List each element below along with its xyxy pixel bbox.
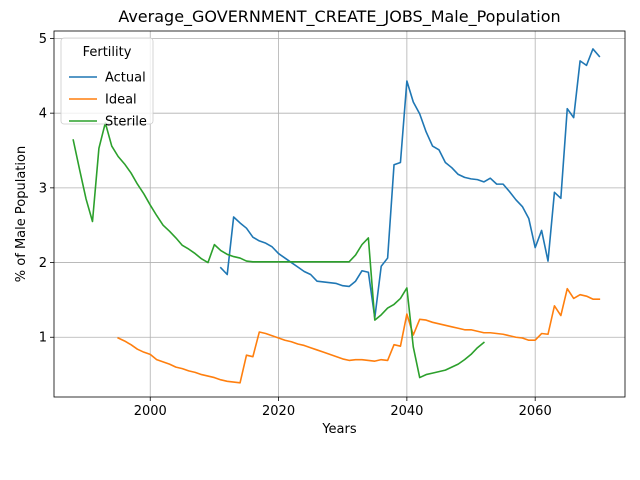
legend-label-ideal: Ideal	[105, 93, 137, 108]
series-line-actual	[219, 48, 601, 319]
plot-area-frame	[53, 30, 626, 398]
series-line-ideal	[117, 287, 601, 384]
legend-label-actual: Actual	[105, 71, 146, 86]
series-line-sterile	[72, 122, 485, 379]
legend-box	[60, 37, 154, 125]
y-tick-label: 1	[39, 331, 47, 346]
y-axis-title: % of Male Population	[14, 146, 29, 282]
axis-ticks: 2000 2020 2040 2060 1 2 3 4 5	[39, 32, 552, 419]
x-tick-label: 2060	[519, 404, 552, 419]
x-axis-title: Years	[321, 422, 357, 437]
series-lines	[72, 48, 601, 384]
y-tick-label: 3	[39, 181, 47, 196]
legend: Fertility Actual Ideal Sterile	[60, 37, 154, 130]
x-tick-label: 2020	[262, 404, 295, 419]
x-tick-label: 2040	[390, 404, 423, 419]
x-tick-label: 2000	[134, 404, 167, 419]
legend-title: Fertility	[83, 45, 132, 60]
chart-title: Average_GOVERNMENT_CREATE_JOBS_Male_Popu…	[118, 7, 560, 27]
y-tick-label: 4	[39, 107, 47, 122]
y-tick-label: 5	[39, 32, 47, 47]
legend-label-sterile: Sterile	[105, 115, 147, 130]
y-tick-label: 2	[39, 256, 47, 271]
